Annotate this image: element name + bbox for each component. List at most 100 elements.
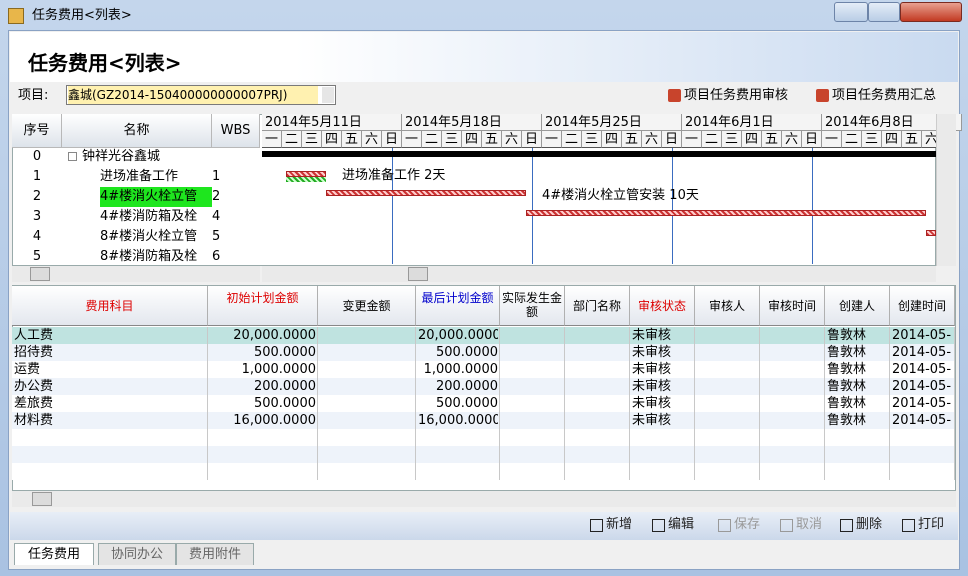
cell: 2014-05- <box>892 345 952 360</box>
toolbar-button[interactable]: 保存 <box>734 517 761 532</box>
close-button[interactable] <box>900 2 962 22</box>
grid-line <box>759 395 760 412</box>
grid-line <box>415 361 416 378</box>
cell: 500.0000 <box>435 345 498 360</box>
day-header: 五 <box>342 131 362 148</box>
cell: 500.0000 <box>253 396 316 411</box>
toolbar <box>10 512 958 540</box>
header-button[interactable]: 项目任务费用汇总 <box>832 88 937 103</box>
toolbar-button[interactable]: 取消 <box>796 517 823 532</box>
cell: 未审核 <box>632 396 672 411</box>
scroll-thumb[interactable] <box>32 492 52 506</box>
grid-line <box>317 361 318 378</box>
tab[interactable]: 费用附件 <box>176 543 254 565</box>
task-wbs: 5 <box>212 229 221 244</box>
task-bar-progress <box>286 177 326 182</box>
min-button[interactable] <box>834 2 868 22</box>
grid-line <box>564 412 565 429</box>
grid-line <box>694 361 695 378</box>
grid-line <box>415 463 416 480</box>
toolbar-icon <box>780 519 793 532</box>
grid-line <box>694 344 695 361</box>
project-value: 鑫城(GZ2014-150400000000007PRJ) <box>68 86 318 104</box>
grid-line <box>889 446 890 463</box>
week-header: 2014年6月8日 <box>822 114 962 131</box>
day-header: 一 <box>262 131 282 148</box>
hscroll <box>12 266 260 282</box>
day-header: 一 <box>542 131 562 148</box>
toolbar-button[interactable]: 新增 <box>606 517 633 532</box>
grid-row <box>12 463 955 480</box>
row-number: 5 <box>32 249 42 264</box>
tab[interactable]: 任务费用 <box>14 543 94 565</box>
grid-line <box>889 429 890 446</box>
max-button[interactable] <box>868 2 900 22</box>
toolbar-button[interactable]: 打印 <box>918 517 945 532</box>
grid-line <box>694 429 695 446</box>
grid-line <box>629 378 630 395</box>
cell: 未审核 <box>632 362 672 377</box>
grid-row <box>12 429 955 446</box>
cell: 1,000.0000 <box>241 362 316 377</box>
grid-line <box>317 463 318 480</box>
grid-line <box>415 446 416 463</box>
cell: 500.0000 <box>435 396 498 411</box>
hscroll <box>12 491 956 507</box>
grid-line <box>629 344 630 361</box>
toolbar-button[interactable]: 编辑 <box>668 517 695 532</box>
grid-line <box>824 429 825 446</box>
grid-line <box>694 327 695 344</box>
week-header: 2014年5月25日 <box>542 114 682 131</box>
window-title: 任务费用<列表> <box>32 8 132 23</box>
grid-line <box>889 463 890 480</box>
scroll-thumb[interactable] <box>30 267 50 281</box>
header-title: 任务费用<列表> <box>28 51 182 75</box>
bar-label: 4#楼消火栓立管安装 10天 <box>542 188 699 203</box>
cell: 运费 <box>14 362 41 377</box>
cell: 未审核 <box>632 328 672 343</box>
week-header: 2014年6月1日 <box>682 114 822 131</box>
grid-line <box>499 378 500 395</box>
task-name: 4#楼消防箱及栓 <box>100 209 198 224</box>
grid-line <box>317 412 318 429</box>
scroll-thumb[interactable] <box>408 267 428 281</box>
week-line <box>812 148 813 264</box>
grid-line <box>207 327 208 344</box>
toolbar-button[interactable]: 删除 <box>856 517 883 532</box>
grid-row <box>12 327 955 344</box>
grid-line <box>207 463 208 480</box>
task-wbs: 1 <box>212 169 221 184</box>
cell: 2014-05- <box>892 396 952 411</box>
task-name: 钟祥光谷鑫城 <box>82 149 161 164</box>
grid-line <box>207 412 208 429</box>
day-header: 三 <box>442 131 462 148</box>
grid-line <box>207 429 208 446</box>
week-line <box>532 148 533 264</box>
grid-line <box>207 361 208 378</box>
grid-line <box>824 378 825 395</box>
column-header: 创建人 <box>825 286 890 326</box>
grid-line <box>207 395 208 412</box>
cell: 500.0000 <box>253 345 316 360</box>
grid-line <box>629 463 630 480</box>
task-name: 8#楼消火栓立管 <box>100 229 198 244</box>
tab[interactable]: 协同办公 <box>98 543 176 565</box>
grid-line <box>824 446 825 463</box>
grid-line <box>824 412 825 429</box>
grid-line <box>694 412 695 429</box>
cell: 2014-05- <box>892 413 952 428</box>
toolbar-icon <box>840 519 853 532</box>
cell: 鲁敦林 <box>827 328 867 343</box>
day-header: 二 <box>282 131 302 148</box>
grid-line <box>889 344 890 361</box>
row-number: 4 <box>32 229 42 244</box>
grid-line <box>824 361 825 378</box>
day-header: 二 <box>702 131 722 148</box>
header-button[interactable]: 项目任务费用审核 <box>684 88 789 103</box>
week-header: 2014年5月11日 <box>262 114 402 131</box>
grid-line <box>694 395 695 412</box>
cell: 鲁敦林 <box>827 362 867 377</box>
select-arrow <box>322 87 334 103</box>
grid-line <box>759 412 760 429</box>
